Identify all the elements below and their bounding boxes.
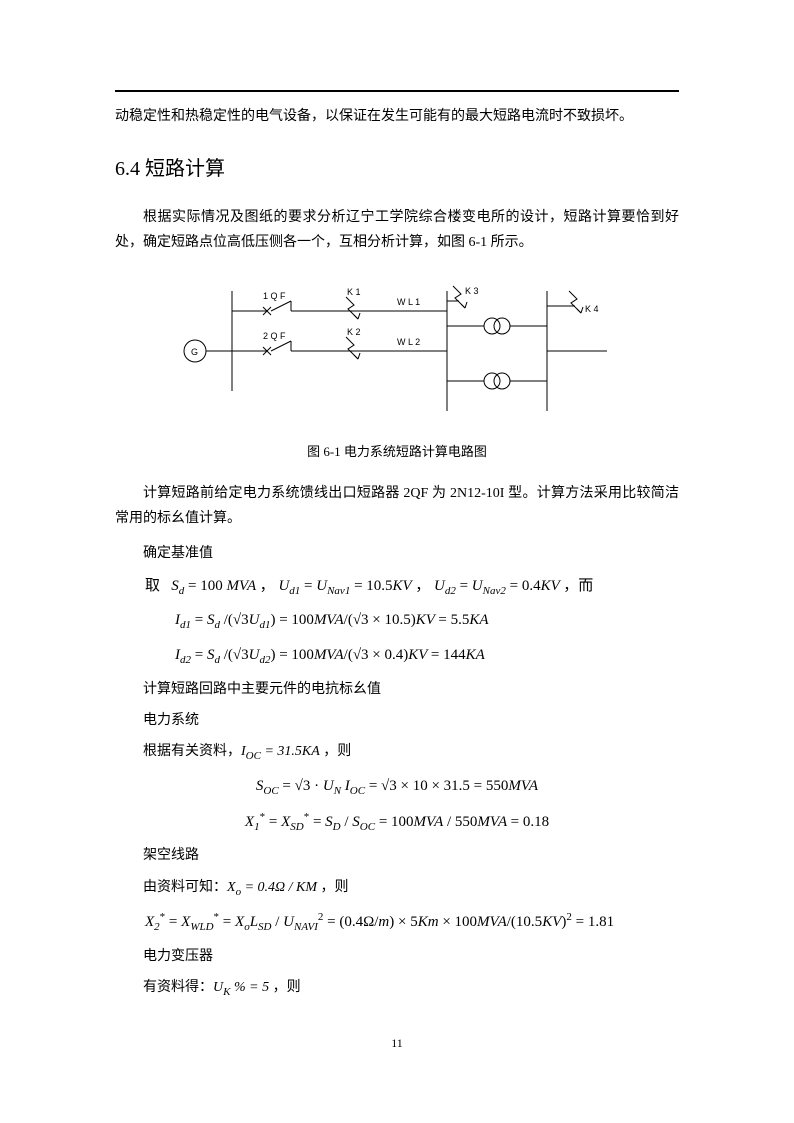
line-sys: 电力系统 [143,708,679,733]
top-rule [115,90,679,92]
intro-paragraph: 根据实际情况及图纸的要求分析辽宁工学院综合楼变电所的设计，短路计算要恰到好处，确… [115,205,679,255]
equation-1: 取 Sd = 100 MVA ， Ud1 = UNav1 = 10.5KV ， … [145,573,679,602]
svg-text:1 Q F: 1 Q F [263,291,286,301]
top-paragraph: 动稳定性和热稳定性的电气设备，以保证在发生可能有的最大短路电流时不致损坏。 [115,104,679,129]
equation-2: Id1 = Sd /(√3Ud1) = 100MVA/(√3 × 10.5)KV… [175,607,679,636]
svg-text:K 3: K 3 [465,286,479,296]
page-content: 动稳定性和热稳定性的电气设备，以保证在发生可能有的最大短路电流时不致损坏。 6.… [0,0,794,1094]
equation-3: Id2 = Sd /(√3Ud2) = 100MVA/(√3 × 0.4)KV … [175,642,679,671]
svg-text:G: G [191,347,198,357]
paragraph-2: 计算短路前给定电力系统馈线出口短路器 2QF 为 2N12-10I 型。计算方法… [115,481,679,531]
line-ref: 根据有关资料，IOC = 31.5KA ，则 [143,739,679,767]
line-calc: 计算短路回路中主要元件的电抗标幺值 [143,677,679,702]
section-heading: 6.4 短路计算 [115,151,679,187]
svg-text:K 1: K 1 [347,287,361,297]
equation-5: SOC = √3 · UN IOC = √3 × 10 × 31.5 = 550… [115,773,679,802]
svg-text:W L 2: W L 2 [397,337,420,347]
line-material: 由资料可知：Xo = 0.4Ω / KM ，则 [143,875,679,903]
line-transformer-2: 有资料得：UK % = 5 ，则 [143,975,679,1003]
figure-caption: 图 6-1 电力系统短路计算电路图 [115,440,679,463]
line-overhead: 架空线路 [143,843,679,868]
line-base: 确定基准值 [143,541,679,566]
svg-text:K 4: K 4 [585,304,599,314]
svg-text:2 Q F: 2 Q F [263,331,286,341]
svg-text:W L 1: W L 1 [397,297,420,307]
page-number: 11 [115,1033,679,1055]
equation-8: X2* = XWLD* = XoLSD / UNAVI2 = (0.4Ω/m) … [145,908,679,938]
equation-6: X1* = XSD* = SD / SOC = 100MVA / 550MVA … [115,808,679,838]
svg-text:K 2: K 2 [347,327,361,337]
circuit-diagram: G 1 Q F K 1 W L 1 2 Q F K 2 W L 2 K 3 K 4 [115,276,679,426]
line-transformer: 电力变压器 [143,944,679,969]
